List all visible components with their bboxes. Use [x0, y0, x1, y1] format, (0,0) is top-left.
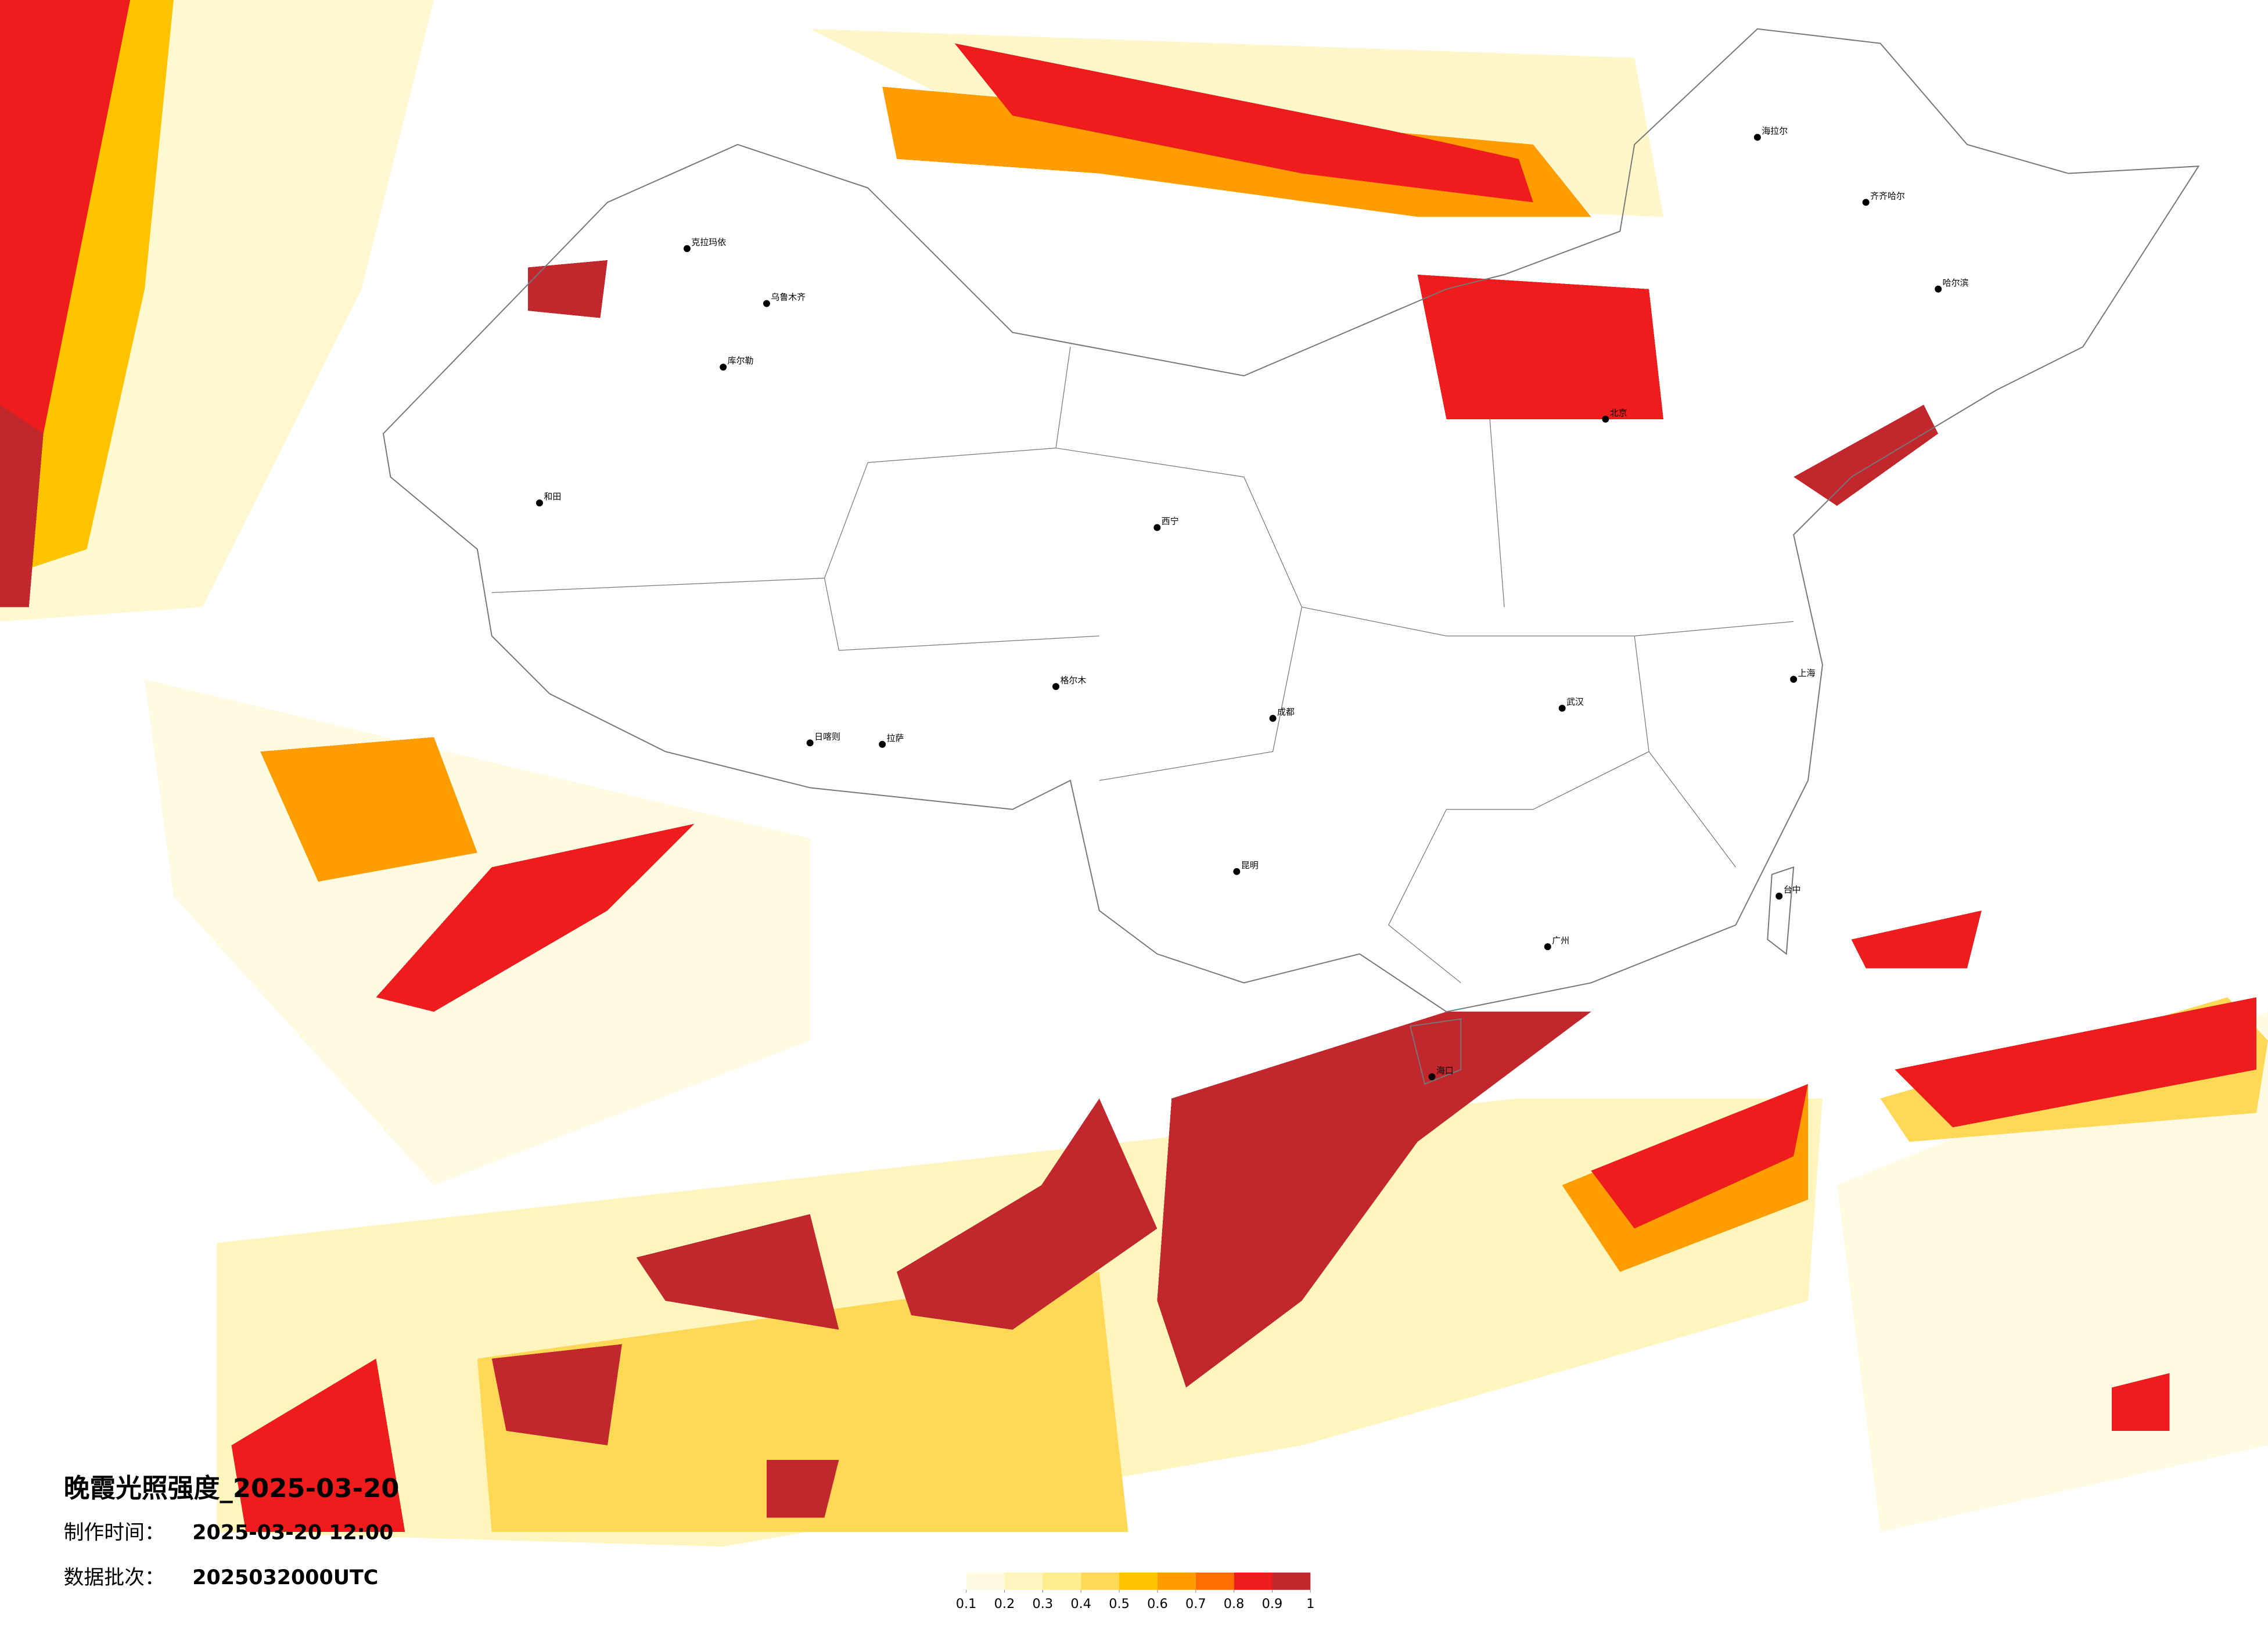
- city-label: 哈尔滨: [1943, 278, 1969, 288]
- legend-swatch: [1157, 1572, 1196, 1590]
- city-dot: [720, 364, 727, 371]
- legend-tick-label: 0.7: [1185, 1596, 1206, 1611]
- heat-area: [1895, 997, 2257, 1128]
- city-label: 广州: [1552, 935, 1569, 945]
- heat-area: [260, 737, 477, 882]
- city-label: 海拉尔: [1762, 125, 1788, 136]
- heat-area: [491, 1344, 622, 1445]
- heat-area: [2112, 1373, 2170, 1431]
- city-dot: [763, 300, 770, 307]
- city-dot: [1558, 704, 1566, 712]
- city-dot: [879, 740, 886, 748]
- province-borders: [491, 347, 1794, 983]
- legend-tick-label: 0.3: [1033, 1596, 1054, 1611]
- legend-swatch: [1234, 1572, 1273, 1590]
- legend-tick-label: 0.1: [956, 1596, 977, 1611]
- legend-tick-label: 0.4: [1070, 1596, 1091, 1611]
- city-dot: [535, 499, 543, 507]
- legend-swatch: [1043, 1572, 1081, 1590]
- city-label: 日喀则: [814, 731, 840, 742]
- heat-area: [1793, 404, 1939, 506]
- city-label: 成都: [1277, 707, 1295, 717]
- boundaries: [382, 28, 2200, 1085]
- production-time-value: 2025-03-20 12:00: [192, 1521, 393, 1545]
- city-dot: [1428, 1073, 1436, 1081]
- city-label: 上海: [1798, 668, 1816, 678]
- heat-area: [0, 404, 44, 607]
- city-dot: [1269, 715, 1277, 722]
- legend-tick-label: 0.8: [1224, 1596, 1245, 1611]
- heat-area: [897, 1098, 1158, 1330]
- city-dot: [1935, 285, 1942, 293]
- city-label: 齐齐哈尔: [1870, 190, 1905, 201]
- city-dot: [1775, 893, 1783, 900]
- city-label: 台中: [1784, 884, 1801, 895]
- heat-area: [477, 1272, 1128, 1533]
- heat-area: [1157, 1012, 1591, 1388]
- legend-swatch: [1195, 1572, 1234, 1590]
- city-dot: [806, 739, 814, 747]
- heat-area: [766, 1459, 839, 1518]
- data-batch-label: 数据批次：: [64, 1566, 165, 1589]
- city-dot: [1790, 675, 1798, 683]
- legend-swatch: [1004, 1572, 1043, 1590]
- city-label: 武汉: [1566, 697, 1584, 707]
- city-label: 西宁: [1162, 516, 1179, 526]
- city-dot: [1862, 199, 1870, 206]
- city-dot: [1753, 134, 1761, 141]
- city-dot: [1544, 943, 1551, 951]
- hainan-border: [1409, 1018, 1462, 1085]
- heat-area: [954, 43, 1533, 203]
- heat-area: [636, 1214, 839, 1330]
- map-title: 晚霞光照强度_2025-03-20: [64, 1473, 400, 1503]
- legend-tick-label: 0.9: [1262, 1596, 1283, 1611]
- legend-swatch: [1272, 1572, 1311, 1590]
- heat-area: [1851, 911, 1982, 969]
- legend-tick-label: 0.5: [1109, 1596, 1130, 1611]
- legend-swatch: [966, 1572, 1005, 1590]
- heat-area: [376, 823, 695, 1012]
- production-time-label: 制作时间：: [64, 1521, 165, 1545]
- heat-area: [1417, 274, 1663, 419]
- city-dot: [1233, 868, 1241, 875]
- heat-area: [231, 1358, 405, 1533]
- city-label: 海口: [1436, 1065, 1454, 1075]
- legend-tick-label: 1: [1306, 1596, 1314, 1611]
- city-label: 昆明: [1241, 860, 1259, 870]
- city-label: 格尔木: [1060, 675, 1086, 685]
- legend-swatch: [1081, 1572, 1120, 1590]
- country-border: [382, 28, 2200, 1013]
- city-label: 和田: [544, 491, 561, 502]
- taiwan-border: [1767, 866, 1795, 955]
- data-batch-value: 2025032000UTC: [192, 1566, 378, 1589]
- city-dot: [1602, 415, 1609, 423]
- heat-area: [528, 260, 608, 318]
- city-dot: [1153, 524, 1161, 531]
- city-dot: [1052, 683, 1059, 690]
- legend: 0.1 0.2 0.3 0.4 0.5 0.6 0.7 0.8 0.9 1: [956, 1572, 1314, 1611]
- legend-tick-label: 0.6: [1147, 1596, 1168, 1611]
- legend-tick-label: 0.2: [994, 1596, 1015, 1611]
- city-label: 乌鲁木齐: [771, 292, 806, 303]
- heat-field: [0, 0, 2268, 1547]
- city-label: 拉萨: [887, 733, 904, 743]
- city-dot: [683, 245, 691, 253]
- city-label: 北京: [1610, 408, 1627, 418]
- city-label: 克拉玛依: [691, 237, 726, 247]
- heat-area: [1591, 1084, 1809, 1229]
- city-label: 库尔勒: [728, 355, 754, 366]
- legend-swatch: [1119, 1572, 1158, 1590]
